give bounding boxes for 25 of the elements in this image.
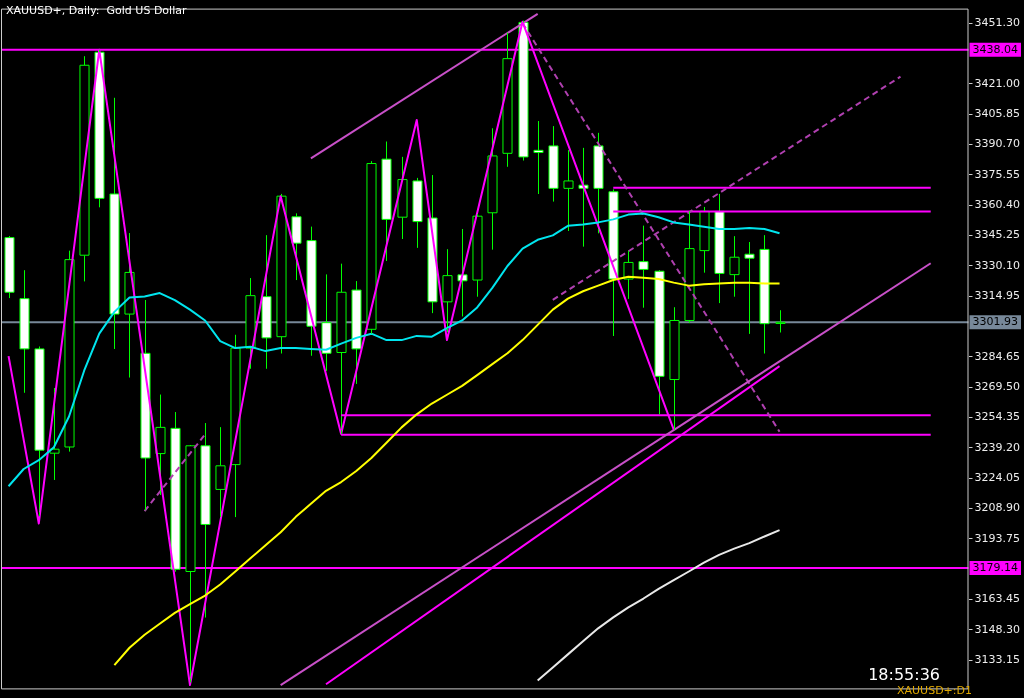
ref-line-label: 3301.93: [972, 315, 1019, 329]
y-tick-label: 3405.85: [974, 107, 1021, 121]
y-tick-label: 3390.70: [974, 137, 1021, 151]
y-tick-label: 3133.15: [974, 652, 1021, 666]
y-tick-label: 3314.95: [974, 289, 1021, 303]
annotation: 18:55:36: [868, 665, 940, 684]
annotation: XAUUSD+:D1: [896, 684, 972, 697]
y-tick-label: 3360.40: [974, 198, 1021, 212]
y-tick-label: 3193.75: [974, 531, 1021, 545]
y-tick-label: 3284.65: [974, 349, 1021, 363]
y-tick-label: 3148.30: [974, 622, 1021, 636]
y-tick-label: 3421.00: [974, 76, 1021, 90]
y-tick-label: 3254.35: [974, 410, 1021, 424]
y-tick-label: 3269.50: [974, 379, 1021, 393]
y-tick-label: 3239.20: [974, 440, 1021, 454]
ref-line-label: 3179.14: [972, 560, 1019, 574]
y-tick-label: 3224.05: [974, 470, 1021, 484]
y-tick-label: 3163.45: [974, 592, 1021, 606]
y-tick-label: 3208.90: [974, 501, 1021, 515]
y-tick-label: 3375.55: [974, 167, 1021, 181]
chart-title: XAUUSD+, Daily: Gold US Dollar: [6, 4, 187, 17]
y-tick-label: 3451.30: [974, 16, 1021, 30]
ref-line-label: 3438.04: [972, 42, 1019, 56]
y-tick-label: 3345.25: [974, 228, 1021, 242]
y-tick-label: 3330.10: [974, 258, 1021, 272]
